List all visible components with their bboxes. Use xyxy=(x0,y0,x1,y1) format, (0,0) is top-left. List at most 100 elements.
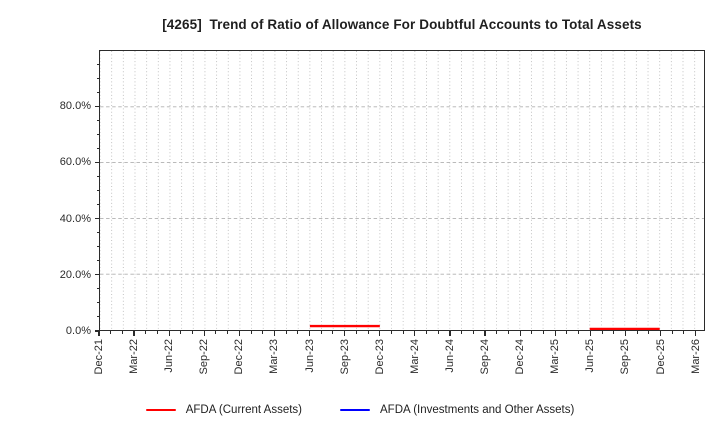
legend-label-afda-investments: AFDA (Investments and Other Assets) xyxy=(380,404,575,416)
x-minor-tick xyxy=(332,331,334,334)
legend-label-afda-current: AFDA (Current Assets) xyxy=(185,404,302,416)
y-major-tick xyxy=(94,330,99,332)
y-tick-label: 0.0% xyxy=(65,325,91,337)
x-minor-tick xyxy=(531,331,533,334)
red-line-swatch-icon xyxy=(145,408,176,412)
legend: AFDA (Current Assets) AFDA (Investments … xyxy=(0,404,720,416)
x-major-tick xyxy=(168,331,170,336)
x-minor-tick xyxy=(472,331,474,334)
x-minor-tick xyxy=(648,331,650,334)
plot-area xyxy=(99,50,705,331)
y-major-tick xyxy=(94,161,99,163)
x-major-tick xyxy=(273,331,276,336)
x-minor-tick xyxy=(285,331,287,334)
x-major-tick xyxy=(133,331,135,336)
legend-item-afda-investments: AFDA (Investments and Other Assets) xyxy=(340,404,574,416)
y-tick-label: 40.0% xyxy=(59,212,91,225)
x-minor-tick xyxy=(320,331,322,334)
y-minor-tick xyxy=(96,119,99,121)
y-minor-tick xyxy=(96,316,99,318)
x-major-tick xyxy=(589,331,591,336)
y-minor-tick xyxy=(96,147,99,149)
x-tick-label: Mar-26 xyxy=(689,339,702,374)
x-tick-label: Mar-22 xyxy=(128,339,141,374)
x-major-tick xyxy=(379,331,381,336)
x-minor-tick xyxy=(121,331,123,334)
x-minor-tick xyxy=(426,331,428,334)
x-minor-tick xyxy=(613,331,615,334)
x-minor-tick xyxy=(496,331,498,334)
plot-canvas xyxy=(100,51,704,330)
x-major-tick xyxy=(414,331,416,336)
x-minor-tick xyxy=(671,331,673,334)
y-minor-tick xyxy=(96,288,99,290)
x-tick-label: Mar-25 xyxy=(549,339,562,374)
y-tick-label: 60.0% xyxy=(59,156,91,169)
y-minor-tick xyxy=(96,260,99,262)
x-minor-tick xyxy=(156,331,158,334)
y-minor-tick xyxy=(96,91,99,93)
x-minor-tick xyxy=(636,331,638,334)
y-minor-tick xyxy=(96,246,99,248)
x-minor-tick xyxy=(402,331,404,334)
y-minor-tick xyxy=(96,175,99,177)
y-minor-tick xyxy=(96,232,99,234)
y-minor-tick xyxy=(96,133,99,135)
x-tick-label: Sep-23 xyxy=(338,339,351,375)
x-minor-tick xyxy=(437,331,439,334)
x-tick-label: Sep-25 xyxy=(619,339,632,375)
x-tick-label: Sep-24 xyxy=(479,339,492,375)
x-major-tick xyxy=(695,331,697,336)
x-minor-tick xyxy=(262,331,264,334)
x-minor-tick xyxy=(507,331,509,334)
x-major-tick xyxy=(238,331,240,336)
y-minor-tick xyxy=(96,77,99,79)
x-tick-label: Jun-24 xyxy=(443,339,456,373)
x-tick-label: Dec-23 xyxy=(373,339,386,375)
x-tick-label: Mar-23 xyxy=(268,339,281,374)
x-minor-tick xyxy=(543,331,545,334)
x-major-tick xyxy=(519,331,521,336)
x-major-tick xyxy=(449,331,451,336)
x-major-tick xyxy=(308,331,311,336)
x-tick-label: Sep-22 xyxy=(198,339,211,375)
x-tick-label: Dec-24 xyxy=(514,339,527,375)
x-minor-tick xyxy=(683,331,685,334)
y-minor-tick xyxy=(96,63,99,65)
x-tick-label: Dec-21 xyxy=(93,339,105,375)
blue-line-swatch-icon xyxy=(340,408,370,412)
x-major-tick xyxy=(98,331,100,336)
x-tick-label: Mar-24 xyxy=(408,339,421,374)
x-minor-tick xyxy=(145,331,147,334)
x-minor-tick xyxy=(578,331,580,334)
x-minor-tick xyxy=(192,331,194,334)
x-major-tick xyxy=(484,331,486,336)
x-minor-tick xyxy=(215,331,217,334)
y-tick-label: 80.0% xyxy=(59,100,91,113)
x-tick-label: Jun-22 xyxy=(163,339,176,373)
x-tick-label: Dec-25 xyxy=(654,339,667,375)
y-minor-tick xyxy=(96,204,99,206)
x-minor-tick xyxy=(601,331,603,334)
x-major-tick xyxy=(624,331,627,336)
x-minor-tick xyxy=(367,331,369,334)
x-minor-tick xyxy=(566,331,568,334)
y-tick-label: 20.0% xyxy=(59,268,91,281)
x-minor-tick xyxy=(297,331,299,334)
x-minor-tick xyxy=(461,331,463,334)
x-major-tick xyxy=(344,331,346,336)
chart-title: [4265] Trend of Ratio of Allowance For D… xyxy=(162,17,642,32)
x-tick-label: Dec-22 xyxy=(233,339,246,375)
x-tick-label: Jun-25 xyxy=(584,339,597,373)
y-major-tick xyxy=(94,105,99,107)
x-minor-tick xyxy=(227,331,229,334)
x-minor-tick xyxy=(110,331,112,334)
x-major-tick xyxy=(659,331,662,336)
x-minor-tick xyxy=(250,331,252,334)
x-major-tick xyxy=(554,331,556,336)
y-major-tick xyxy=(94,218,99,220)
x-minor-tick xyxy=(390,331,392,334)
x-major-tick xyxy=(203,331,205,336)
x-minor-tick xyxy=(180,331,182,334)
